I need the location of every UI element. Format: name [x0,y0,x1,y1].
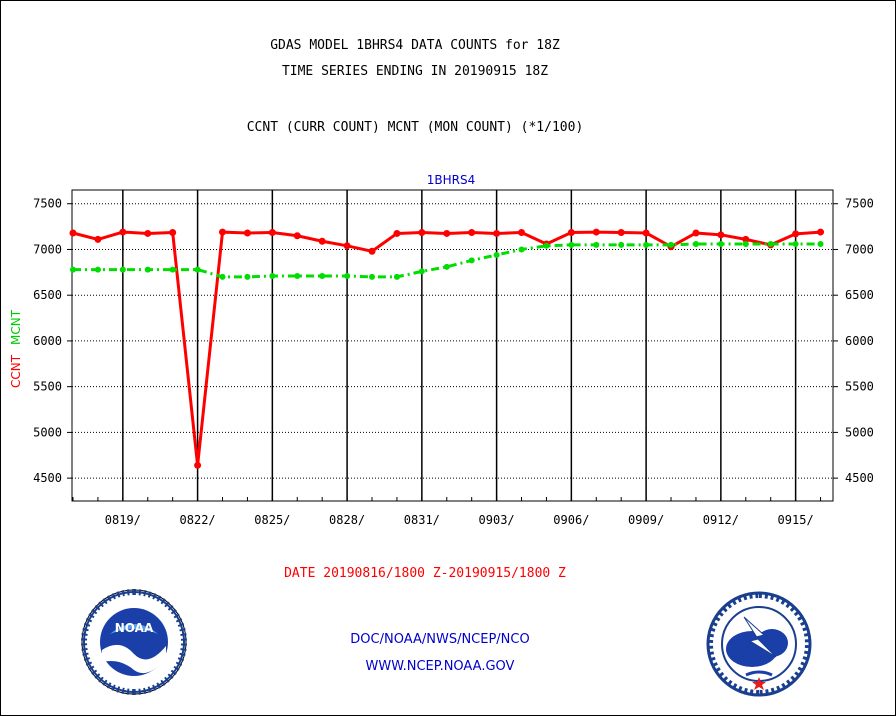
point-ccnt [268,229,276,237]
plot-area [71,189,834,502]
noaa-logo-text: NOAA [115,621,154,635]
point-ccnt [194,461,202,469]
y-tick-label-right: 7500 [845,197,874,211]
point-mcnt [194,266,201,273]
x-tick-label: 0912/ [703,513,739,527]
y-tick-label-right: 6500 [845,288,874,302]
point-ccnt [468,229,476,237]
point-mcnt [443,263,450,270]
point-ccnt [567,229,575,237]
y-tick-label-left: 5000 [33,425,62,439]
y-tick-label-left: 5500 [33,380,62,394]
point-mcnt [369,273,376,280]
point-mcnt [643,241,650,248]
point-mcnt [169,266,176,273]
point-ccnt [642,229,650,237]
point-mcnt [593,241,600,248]
point-mcnt [294,272,301,279]
point-mcnt [493,251,500,258]
point-ccnt [443,229,451,237]
point-mcnt [618,241,625,248]
point-ccnt [617,229,625,237]
y-tick-label-left: 7000 [33,242,62,256]
x-tick-label: 0819/ [105,513,141,527]
y-tick-label-left: 7500 [33,197,62,211]
point-ccnt [318,237,326,245]
point-ccnt [119,228,127,236]
website-link[interactable]: WWW.NCEP.NOAA.GOV [365,659,515,674]
point-mcnt [418,268,425,275]
point-ccnt [418,229,426,237]
panel-title: 1BHRS4 [427,173,475,187]
point-mcnt [767,240,774,247]
point-mcnt [269,272,276,279]
point-ccnt [69,229,77,237]
point-ccnt [592,228,600,236]
point-ccnt [169,229,177,237]
x-tick-label: 0915/ [778,513,814,527]
x-tick-label: 0822/ [180,513,216,527]
y-tick-label-left: 6500 [33,288,62,302]
point-mcnt [144,266,151,273]
point-mcnt [219,273,226,280]
point-ccnt [94,235,102,243]
point-ccnt [792,230,800,238]
y-tick-label-right: 5000 [845,425,874,439]
point-ccnt [219,228,227,236]
noaa-logo: NOAA [81,589,187,695]
point-mcnt [792,240,799,247]
point-mcnt [518,246,525,253]
y-tick-label-right: 7000 [845,242,874,256]
point-mcnt [568,241,575,248]
x-tick-label: 0831/ [404,513,440,527]
y-tick-label-left: 4500 [33,471,62,485]
point-mcnt [468,257,475,264]
point-mcnt [742,240,749,247]
point-ccnt [493,229,501,237]
point-ccnt [144,229,152,237]
x-tick-label: 0909/ [628,513,664,527]
y-axis-label-mcnt: MCNT [9,309,23,345]
chart-subtitle: CCNT (CURR COUNT) MCNT (MON COUNT) (*1/1… [246,120,584,135]
x-tick-label: 0825/ [254,513,290,527]
point-mcnt [692,240,699,247]
point-mcnt [70,266,76,273]
point-ccnt [692,229,700,237]
x-tick-label: 0906/ [553,513,589,527]
date-range: DATE 20190816/1800 Z-20190915/1800 Z [284,566,566,581]
chart-title-line2: TIME SERIES ENDING IN 20190915 18Z [281,64,549,79]
chart-title-line1: GDAS MODEL 1BHRS4 DATA COUNTS for 18Z [270,38,560,53]
point-ccnt [243,229,251,237]
y-tick-label-right: 6000 [845,334,874,348]
point-ccnt [343,242,351,250]
point-mcnt [344,272,351,279]
point-mcnt [543,242,550,249]
nws-logo [706,591,812,697]
point-mcnt [393,273,400,280]
point-ccnt [293,232,301,240]
point-mcnt [244,273,251,280]
series-line-mcnt [73,242,821,279]
x-tick-label: 0903/ [479,513,515,527]
point-mcnt [119,266,126,273]
point-mcnt [817,240,824,247]
x-tick-label: 0828/ [329,513,365,527]
point-ccnt [817,228,825,236]
point-mcnt [668,241,675,248]
point-ccnt [717,231,725,239]
point-ccnt [368,247,376,255]
point-mcnt [319,272,326,279]
y-axis-label-ccnt: CCNT [9,354,23,388]
agency-line: DOC/NOAA/NWS/NCEP/NCO [350,632,530,647]
y-tick-label-left: 6000 [33,334,62,348]
point-mcnt [717,240,724,247]
y-tick-label-right: 4500 [845,471,874,485]
point-ccnt [518,229,526,237]
point-ccnt [393,229,401,237]
y-tick-label-right: 5500 [845,380,874,394]
point-ccnt [742,235,750,243]
point-mcnt [94,266,101,273]
